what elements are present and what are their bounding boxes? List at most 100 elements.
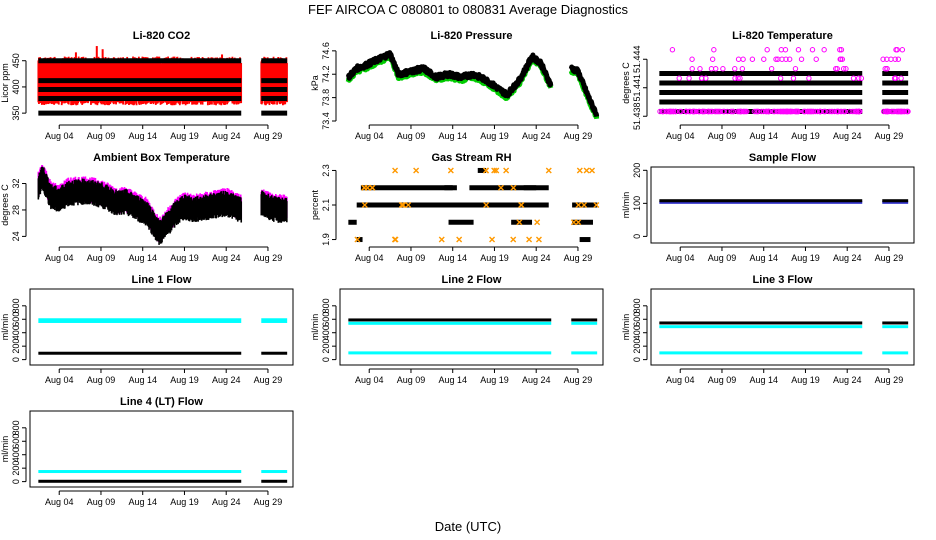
series-point (668, 108, 674, 115)
series-band (571, 351, 598, 355)
series-point (822, 108, 829, 115)
y-tick-label: 0 (11, 357, 21, 362)
y-axis-label: degrees C (621, 62, 631, 104)
series-point (491, 167, 498, 174)
x-tick-label: Aug 14 (749, 253, 778, 263)
x-tick-label: Aug 19 (170, 497, 199, 507)
series-point (361, 202, 368, 208)
y-tick-label: 200 (11, 339, 21, 354)
series-band (348, 321, 552, 325)
x-tick-label: Aug 29 (254, 497, 283, 507)
x-tick-label: Aug 04 (355, 131, 384, 141)
x-tick-label: Aug 24 (212, 131, 241, 141)
plot-box (29, 410, 294, 488)
x-tick-label: Aug 19 (480, 253, 509, 263)
series-black (38, 351, 288, 355)
x-tick-label: Aug 04 (45, 253, 74, 263)
series-point (392, 167, 399, 174)
x-tick-label: Aug 19 (480, 375, 509, 385)
plot-box (29, 288, 294, 366)
series-point (834, 66, 840, 72)
series-black (659, 321, 909, 325)
x-tick-label: Aug 09 (397, 253, 426, 263)
series-point (835, 108, 842, 115)
panel-4: Ambient Box Temperature Aug 04 Aug 09 Aug 1… (0, 152, 288, 263)
series-point (534, 219, 541, 226)
series-point (792, 66, 799, 72)
x-tick-label: Aug 19 (170, 375, 199, 385)
series-black (659, 71, 909, 114)
series-point (786, 56, 793, 62)
series-point (693, 108, 699, 115)
x-tick-label: Aug 04 (666, 253, 695, 263)
y-tick-label: 0 (321, 357, 331, 362)
y-tick-label: 400 (632, 325, 642, 340)
y-axis-label: ml/min (621, 314, 631, 341)
panel-1: Li-820 CO2 Aug 04 Aug 09 Aug 14 Aug 19 Aug 24… (0, 30, 288, 141)
series-point (884, 66, 890, 72)
panel-5: Gas Stream RH Aug 04 Aug 09 Aug 14 Aug 19 Aug… (310, 152, 600, 263)
series-band (38, 470, 242, 474)
series-cyan (659, 325, 909, 329)
panel-title: Line 2 Flow (442, 274, 502, 286)
series-point (575, 219, 582, 226)
series-line (345, 50, 554, 99)
x-tick-label: Aug 14 (438, 253, 467, 263)
y-axis-label: ml/min (621, 192, 631, 219)
series-point (696, 108, 702, 115)
y-tick-label: 200 (632, 163, 642, 178)
series-band (882, 199, 909, 203)
y-tick-label: 200 (632, 339, 642, 354)
series-point (806, 108, 813, 115)
series-point (732, 66, 738, 72)
series-point (892, 56, 898, 62)
x-tick-label: Aug 09 (708, 253, 737, 263)
y-tick-label: 32 (11, 179, 21, 189)
x-tick-label: Aug 04 (666, 131, 695, 141)
panel-title: Gas Stream RH (431, 152, 511, 164)
series-point (798, 56, 805, 62)
series-point (826, 108, 832, 115)
x-tick-label: Aug 19 (170, 253, 199, 263)
series-black (345, 50, 600, 118)
y-axis-label: ml/min (0, 436, 10, 463)
series-point (850, 75, 857, 81)
series-point (670, 108, 677, 115)
x-tick-label: Aug 24 (522, 375, 551, 385)
series-cyan (38, 470, 288, 474)
series-point (785, 108, 791, 115)
y-tick-label: 51.438 (632, 102, 642, 130)
x-tick-label: Aug 09 (87, 253, 116, 263)
x-tick-label: Aug 24 (833, 131, 862, 141)
x-tick-label: Aug 24 (212, 375, 241, 385)
y-tick-label: 800 (632, 298, 642, 313)
data-layer (657, 47, 911, 115)
series-point (516, 219, 523, 226)
series-line (568, 64, 600, 118)
series-point (843, 66, 849, 72)
series-point (497, 184, 504, 191)
y-tick-label: 600 (11, 312, 21, 327)
plot-box (650, 166, 915, 244)
series-point (790, 75, 797, 81)
x-tick-label: Aug 24 (833, 375, 862, 385)
x-tick-label: Aug 14 (438, 131, 467, 141)
series-point (813, 56, 819, 62)
plot-box (339, 288, 604, 366)
series-black (38, 479, 288, 483)
y-tick-label: 1.9 (321, 233, 331, 246)
x-tick-label: Aug 19 (480, 131, 509, 141)
y-tick-label: 100 (632, 196, 642, 211)
x-tick-label: Aug 14 (749, 131, 778, 141)
series-point (369, 184, 376, 191)
series-band (261, 318, 288, 323)
series-band (659, 351, 863, 355)
x-tick-label: Aug 14 (749, 375, 778, 385)
panel-title: Ambient Box Temperature (93, 152, 230, 164)
series-point (806, 75, 812, 81)
x-tick-label: Aug 14 (128, 497, 157, 507)
series-point (840, 66, 847, 72)
series-band (882, 351, 909, 355)
series-point (898, 75, 904, 81)
panel-title: Sample Flow (749, 152, 817, 164)
